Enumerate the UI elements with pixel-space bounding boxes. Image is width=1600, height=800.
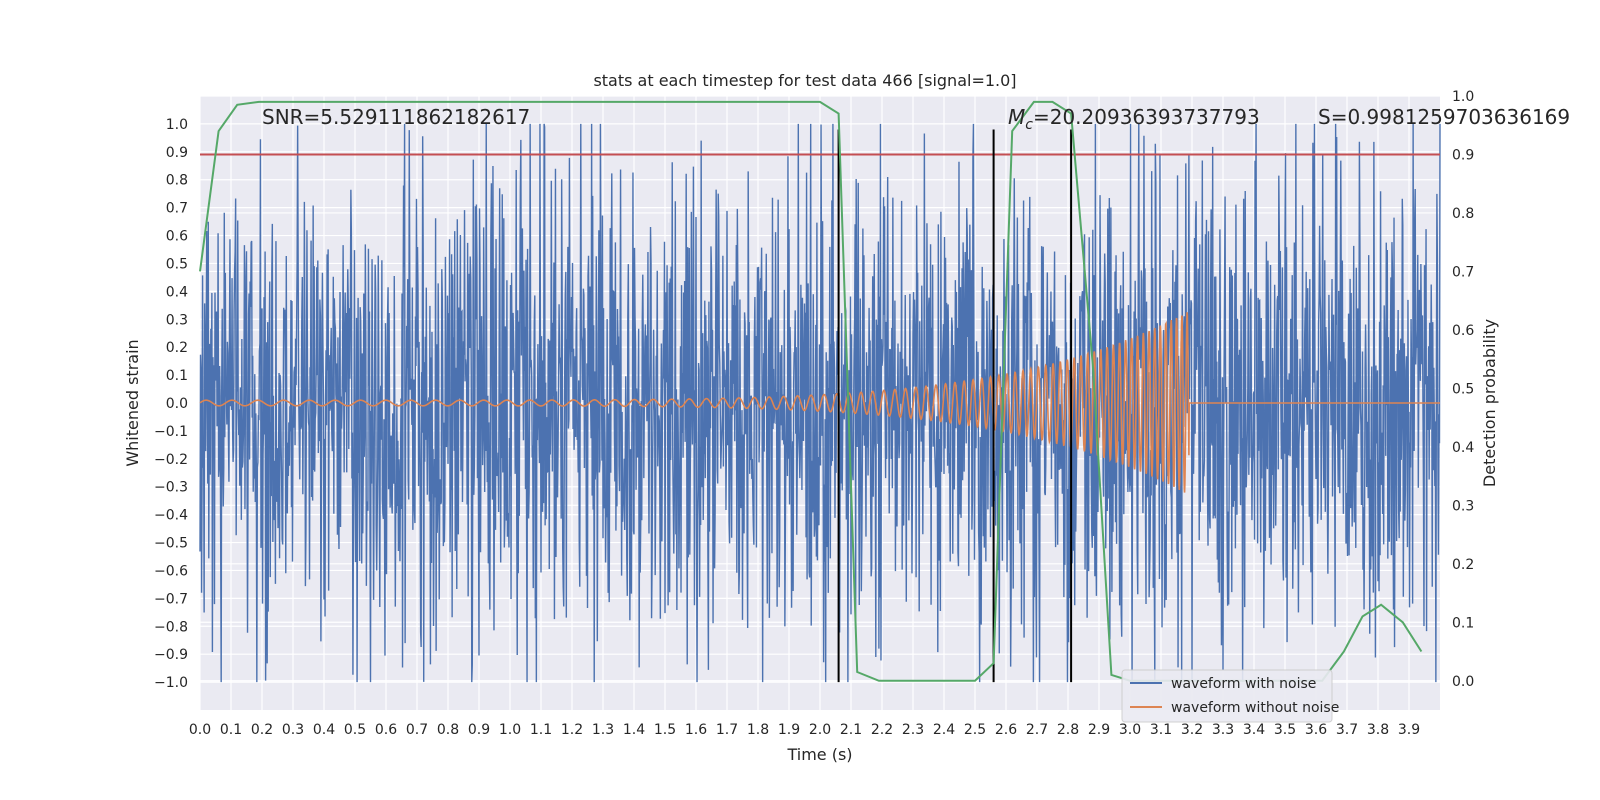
legend: waveform with noise waveform without noi…: [1121, 669, 1339, 723]
y-tick-label: −0.8: [154, 619, 188, 635]
y2-tick-label: 0.5: [1452, 381, 1474, 397]
x-tick-label: 3.2: [1181, 722, 1203, 738]
x-tick-label: 1.9: [778, 722, 800, 738]
x-tick-label: 3.6: [1305, 722, 1327, 738]
x-tick-labels: 0.0 0.1 0.2 0.3 0.4 0.5 0.6 0.7 0.8 0.9 1.0 1.1 1.2 1…: [189, 722, 1420, 738]
chirp-mass-annotation: Mc=20.20936393737793: [1008, 105, 1260, 133]
noise-line: [199, 123, 1441, 683]
chart-title: stats at each timestep for test data 466…: [593, 71, 1016, 90]
x-tick-label: 0.5: [344, 722, 366, 738]
y-tick-label: −0.1: [154, 424, 188, 440]
x-tick-label: 0.8: [437, 722, 459, 738]
x-tick-label: 1.7: [716, 722, 738, 738]
x-tick-label: 0.3: [282, 722, 304, 738]
x-tick-label: 2.9: [1088, 722, 1110, 738]
x-tick-label: 1.0: [499, 722, 521, 738]
y-tick-label: −0.9: [154, 647, 188, 663]
x-tick-label: 2.1: [840, 722, 862, 738]
vertical-markers: [837, 129, 1073, 683]
chirp-mass-value: =20.20936393737793: [1033, 105, 1260, 129]
y2-axis-label: Detection probability: [1480, 319, 1499, 487]
y-tick-label: 0.6: [166, 229, 188, 245]
x-tick-label: 3.0: [1119, 722, 1141, 738]
y2-tick-label: 1.0: [1452, 89, 1474, 105]
x-tick-label: 2.3: [902, 722, 924, 738]
x-tick-label: 1.6: [685, 722, 707, 738]
y-tick-label: −0.7: [154, 591, 188, 607]
y-tick-label: −0.2: [154, 452, 188, 468]
y-tick-label: 0.2: [166, 340, 188, 356]
x-tick-label: 2.7: [1026, 722, 1048, 738]
x-axis-label: Time (s): [786, 745, 852, 764]
clean-line: [199, 312, 1440, 493]
y2-tick-labels: 1.0 0.9 0.8 0.7 0.6 0.5 0.4 0.3 0.2 0.1 0.0: [1452, 89, 1474, 690]
x-tick-label: 2.8: [1057, 722, 1079, 738]
y-tick-label: 0.5: [166, 256, 188, 272]
legend-label-clean: waveform without noise: [1171, 700, 1339, 716]
x-tick-label: 3.5: [1274, 722, 1296, 738]
x-tick-label: 0.7: [406, 722, 428, 738]
x-tick-label: 2.6: [995, 722, 1017, 738]
y-tick-label: 0.3: [166, 312, 188, 328]
y-tick-labels: 1.0 0.9 0.8 0.7 0.6 0.5 0.4 0.3 0.2 0.1 0.0 −0.1 −0.…: [154, 117, 188, 691]
x-tick-label: 1.1: [530, 722, 552, 738]
y-tick-label: 0.4: [166, 284, 188, 300]
y2-tick-label: 0.9: [1452, 147, 1474, 163]
y2-tick-label: 0.1: [1452, 615, 1474, 631]
y-tick-label: 0.1: [166, 368, 188, 384]
x-tick-label: 0.4: [313, 722, 335, 738]
y-tick-label: −0.6: [154, 563, 188, 579]
y-tick-label: 0.8: [166, 173, 188, 189]
x-tick-label: 0.1: [220, 722, 242, 738]
snr-annotation: SNR=5.529111862182617: [262, 105, 530, 129]
x-tick-label: 3.7: [1336, 722, 1358, 738]
noise-series: [199, 123, 1441, 683]
x-tick-label: 3.3: [1212, 722, 1234, 738]
x-tick-label: 1.3: [592, 722, 614, 738]
y-tick-label: −0.4: [154, 508, 188, 524]
y2-tick-label: 0.3: [1452, 498, 1474, 514]
y-tick-label: −0.3: [154, 480, 188, 496]
y-axis-label: Whitened strain: [123, 339, 142, 466]
y-tick-label: 0.7: [166, 201, 188, 217]
y2-tick-label: 0.0: [1452, 674, 1474, 690]
x-tick-label: 2.2: [871, 722, 893, 738]
x-tick-label: 1.4: [623, 722, 645, 738]
y2-tick-label: 0.7: [1452, 264, 1474, 280]
x-tick-label: 1.5: [654, 722, 676, 738]
clean-series: [199, 312, 1440, 493]
s-annotation: S=0.9981259703636169: [1318, 105, 1570, 129]
x-tick-label: 3.1: [1150, 722, 1172, 738]
x-tick-label: 2.5: [964, 722, 986, 738]
y-tick-label: 0.0: [166, 396, 188, 412]
x-tick-label: 2.0: [809, 722, 831, 738]
x-tick-label: 1.8: [747, 722, 769, 738]
y2-tick-label: 0.6: [1452, 323, 1474, 339]
y-tick-label: 0.9: [166, 145, 188, 161]
x-tick-label: 0.0: [189, 722, 211, 738]
y2-tick-label: 0.8: [1452, 206, 1474, 222]
y-tick-label: 1.0: [166, 117, 188, 133]
x-tick-label: 3.9: [1398, 722, 1420, 738]
x-tick-label: 0.2: [251, 722, 273, 738]
chirp-mass-subscript: c: [1025, 117, 1033, 133]
y2-tick-label: 0.4: [1452, 440, 1474, 456]
x-tick-label: 1.2: [561, 722, 583, 738]
y2-tick-label: 0.2: [1452, 557, 1474, 573]
x-tick-label: 2.4: [933, 722, 955, 738]
x-tick-label: 0.9: [468, 722, 490, 738]
legend-box: [1121, 669, 1333, 723]
x-tick-label: 3.8: [1367, 722, 1389, 738]
chirp-mass-symbol: M: [1008, 105, 1025, 129]
legend-label-noise: waveform with noise: [1171, 676, 1316, 692]
y-tick-label: −0.5: [154, 536, 188, 552]
x-tick-label: 3.4: [1243, 722, 1265, 738]
y-tick-label: −1.0: [154, 675, 188, 691]
x-tick-label: 0.6: [375, 722, 397, 738]
